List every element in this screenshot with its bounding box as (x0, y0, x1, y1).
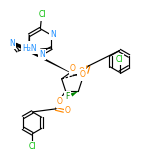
Text: F: F (65, 92, 70, 102)
Text: N: N (26, 42, 32, 51)
Text: O: O (65, 106, 71, 115)
Polygon shape (71, 91, 78, 97)
Text: N: N (9, 39, 15, 48)
Text: O: O (57, 97, 63, 106)
Text: N: N (39, 50, 45, 59)
Text: Cl: Cl (116, 55, 123, 64)
Text: Cl: Cl (39, 10, 46, 19)
Polygon shape (10, 40, 82, 79)
Text: H₂N: H₂N (22, 43, 37, 53)
Text: O: O (79, 67, 84, 76)
Text: N: N (51, 30, 56, 39)
Text: O: O (79, 70, 85, 79)
Text: Cl: Cl (29, 142, 36, 151)
Text: O: O (70, 64, 76, 73)
